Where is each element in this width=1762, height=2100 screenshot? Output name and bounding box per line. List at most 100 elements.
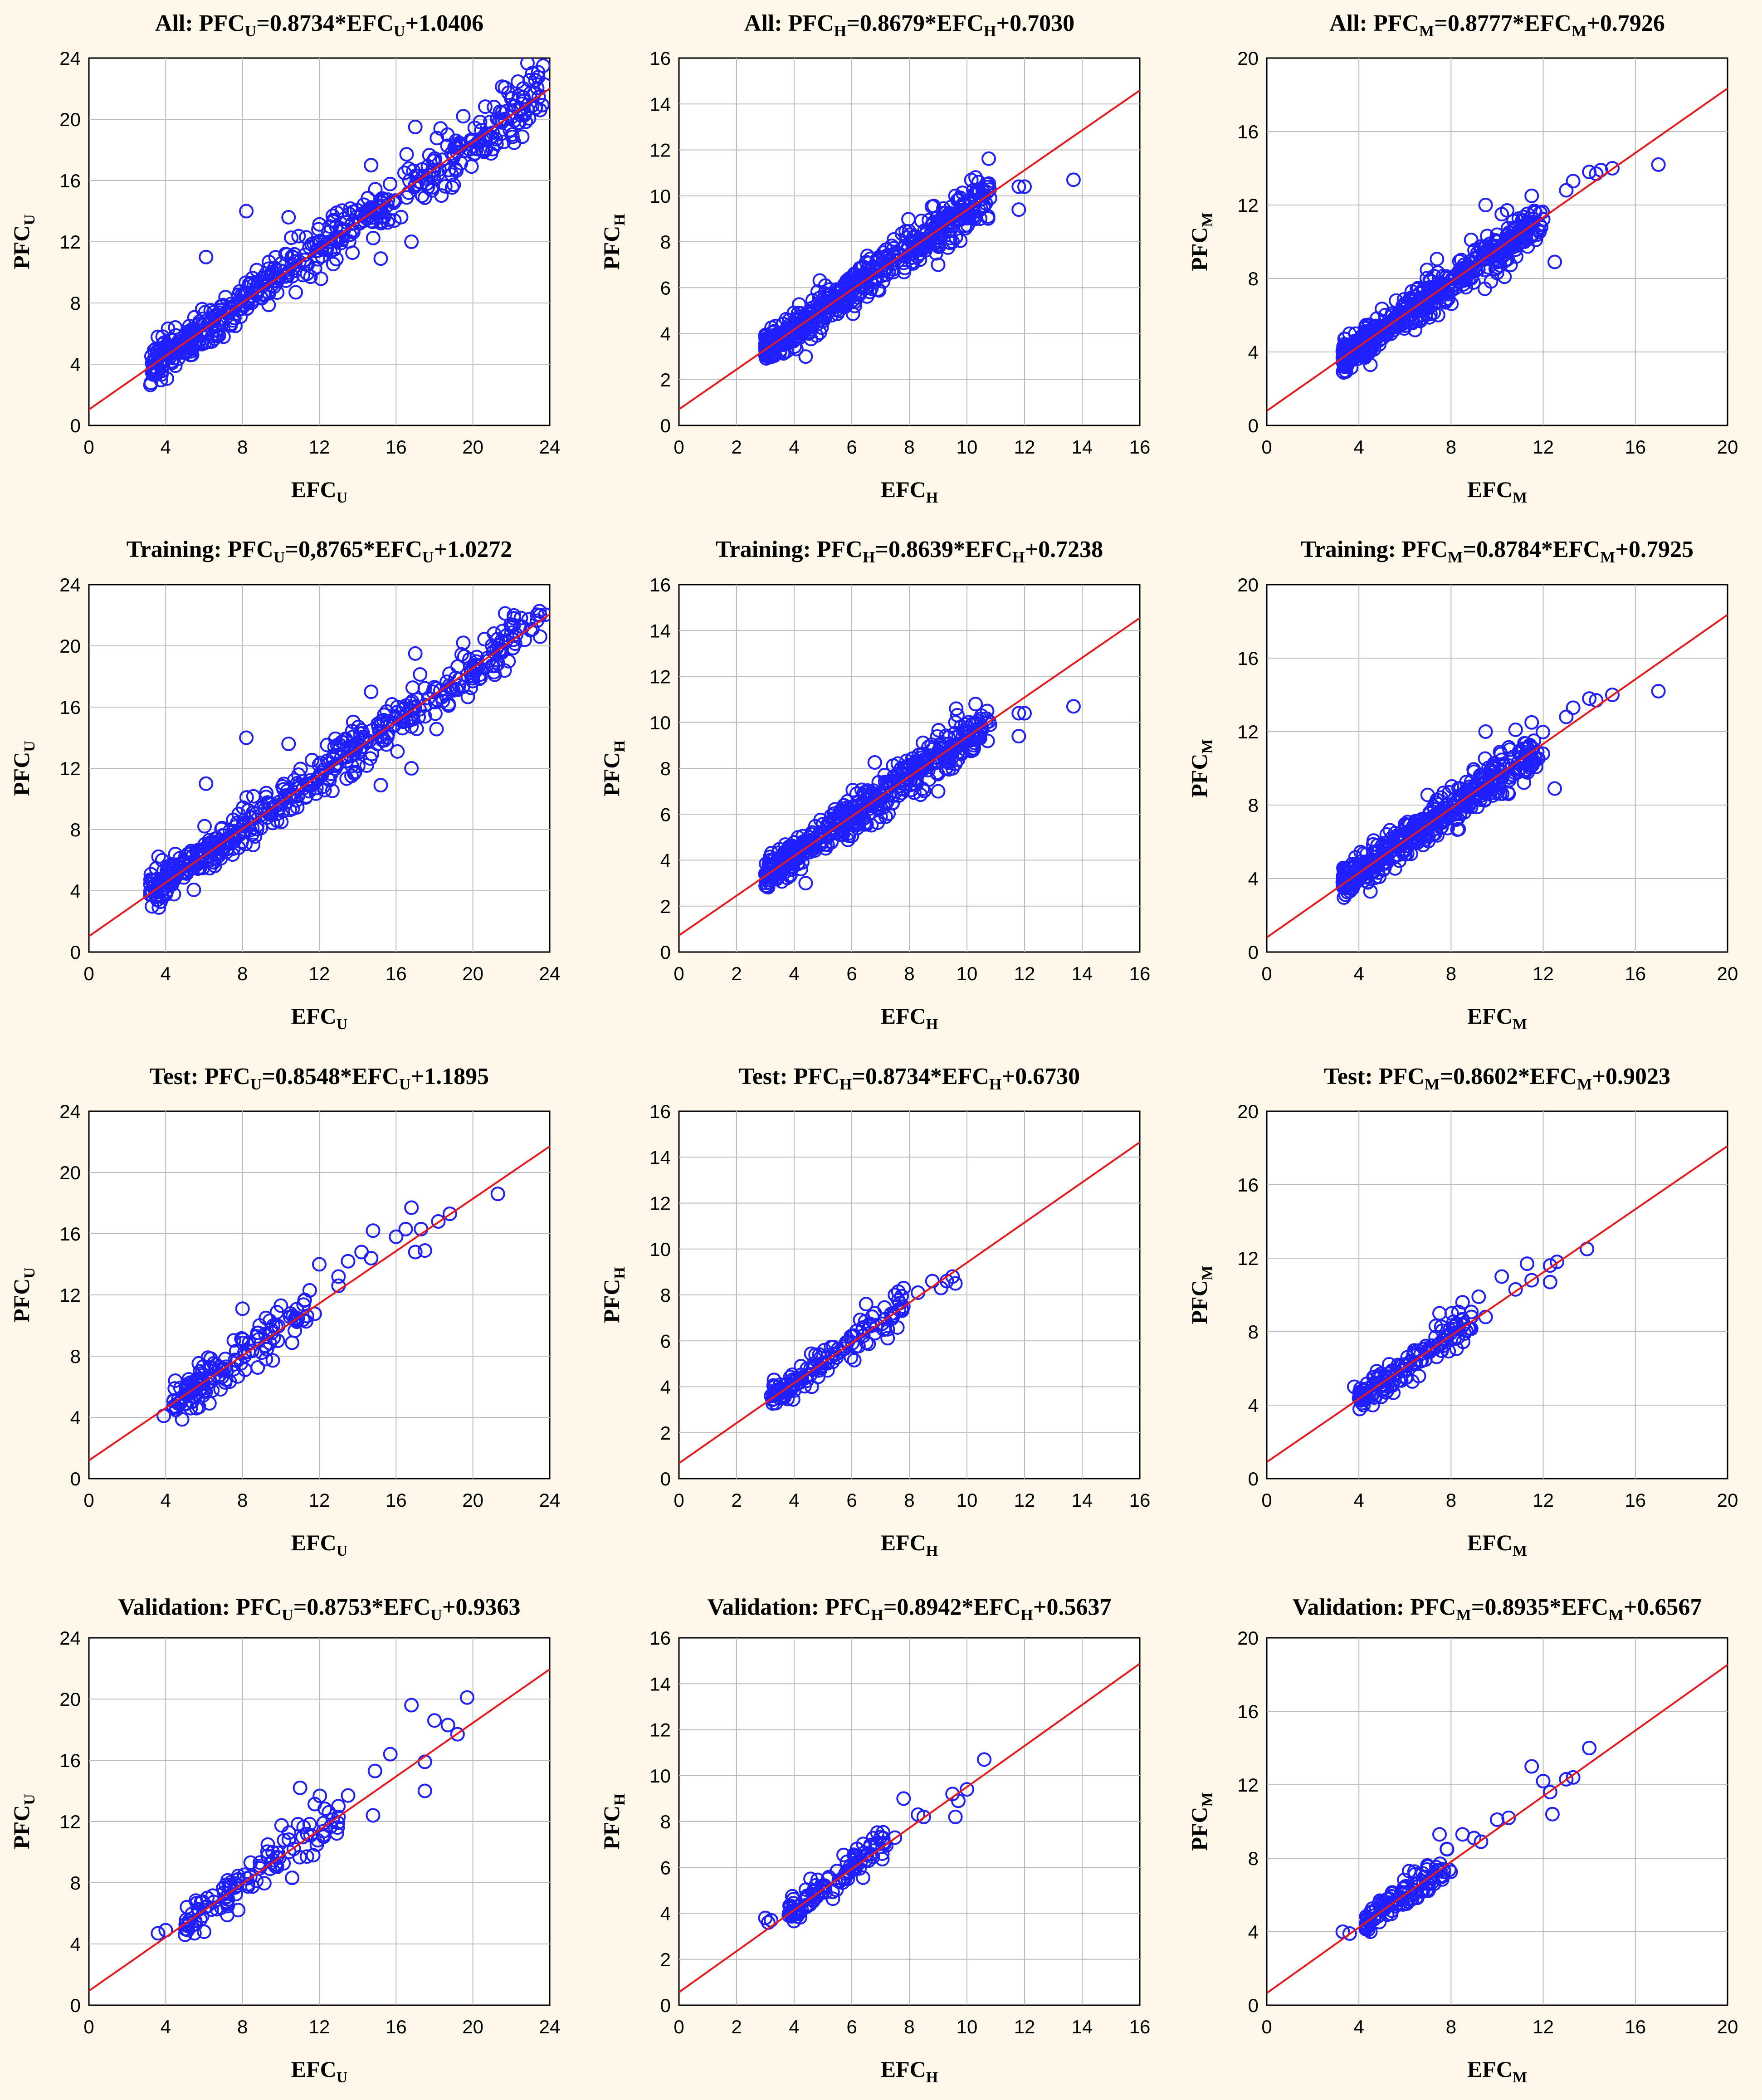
data-point: [413, 667, 428, 682]
data-point: [1403, 1892, 1418, 1907]
data-point: [197, 819, 212, 834]
data-point: [797, 1379, 812, 1394]
data-point: [373, 200, 388, 215]
data-point: [1406, 314, 1420, 329]
data-point: [1011, 179, 1026, 194]
regression-line: [1267, 614, 1728, 938]
panel-test-m: Test: PFCM=0.8602*EFCM+0.9023 0 4 8 12 16 20 0 4…: [1186, 1064, 1738, 1559]
data-point: [460, 689, 475, 704]
regression-line: [89, 613, 550, 937]
data-point: [353, 214, 368, 229]
x-tick-label: 24: [539, 436, 561, 458]
data-point: [320, 737, 335, 752]
data-point: [496, 134, 511, 149]
panel-test-h: Test: PFCH=0.8734*EFCH+0.6730 0 2 4 6 8 10 12 14…: [599, 1064, 1150, 1559]
data-point: [867, 1306, 882, 1321]
data-point: [155, 337, 170, 352]
x-tick-label: 4: [1354, 963, 1364, 984]
x-tick-label: 0: [1261, 963, 1272, 984]
regression-line: [679, 89, 1140, 410]
data-point: [329, 1826, 344, 1841]
panel-title: All: PFCU=0.8734*EFCU+1.0406: [155, 10, 483, 40]
data-point: [1347, 1379, 1362, 1394]
data-point: [370, 737, 385, 752]
data-point: [495, 624, 510, 639]
data-point: [274, 1818, 289, 1833]
y-tick-label: 14: [649, 1673, 671, 1695]
regression-line: [1267, 1664, 1728, 1994]
x-tick-label: 2: [731, 2016, 742, 2037]
y-tick-label: 6: [660, 277, 671, 298]
x-tick-label: 0: [674, 1490, 684, 1511]
data-point: [495, 79, 510, 94]
data-point: [1385, 1376, 1400, 1391]
data-point: [847, 298, 862, 313]
data-point: [944, 751, 959, 766]
y-tick-label: 4: [70, 1934, 81, 1955]
data-point: [311, 243, 326, 258]
x-tick-label: 8: [1446, 963, 1456, 984]
data-point: [1559, 183, 1574, 198]
data-point: [798, 876, 813, 891]
data-point: [1489, 234, 1504, 249]
data-point: [1566, 700, 1581, 715]
data-point: [532, 103, 547, 117]
data-point: [1500, 785, 1515, 800]
data-point: [1414, 822, 1429, 837]
data-point: [373, 251, 388, 266]
x-tick-label: 12: [1533, 436, 1554, 458]
y-tick-label: 4: [1248, 342, 1259, 363]
x-tick-label: 12: [1014, 2016, 1035, 2037]
data-point: [183, 1401, 198, 1416]
y-tick-label: 10: [649, 1765, 671, 1787]
data-point: [1392, 829, 1407, 844]
data-point: [377, 708, 392, 723]
y-axis-label: PFCM: [1186, 739, 1216, 797]
data-point: [1513, 234, 1528, 249]
y-tick-label: 2: [660, 369, 671, 391]
x-axis-label: EFCU: [291, 1003, 348, 1033]
data-point: [245, 805, 260, 820]
data-point: [1494, 1269, 1509, 1284]
data-point: [766, 1372, 781, 1387]
data-point: [758, 866, 773, 881]
data-point: [517, 632, 532, 647]
data-point: [1363, 357, 1378, 372]
y-tick-label: 16: [649, 48, 671, 69]
data-point: [143, 867, 158, 882]
data-point: [512, 88, 527, 103]
data-point: [1524, 188, 1539, 203]
x-tick-label: 16: [1625, 436, 1646, 458]
data-point: [1651, 684, 1666, 698]
data-point: [184, 846, 199, 861]
panel-title: All: PFCH=0.8679*EFCH+0.7030: [744, 10, 1074, 40]
data-point: [948, 715, 963, 730]
data-point: [149, 889, 164, 904]
points-group: [1347, 1241, 1595, 1416]
data-point: [254, 801, 268, 816]
data-point: [1017, 179, 1032, 194]
data-point: [234, 835, 249, 850]
data-point: [1559, 709, 1574, 724]
data-point: [1520, 765, 1535, 780]
data-point: [151, 1926, 166, 1941]
y-tick-label: 12: [649, 140, 671, 161]
data-point: [870, 815, 885, 830]
data-point: [264, 267, 278, 282]
x-axis-label: EFCM: [1467, 477, 1527, 506]
data-point: [151, 849, 166, 864]
data-point: [472, 671, 487, 686]
data-point: [1436, 806, 1451, 821]
data-point: [307, 261, 322, 276]
data-point: [216, 329, 231, 344]
y-tick-label: 8: [1248, 1848, 1259, 1869]
data-point: [935, 211, 950, 226]
data-point: [1474, 1834, 1489, 1849]
points-group: [1335, 684, 1666, 905]
data-point: [288, 1323, 303, 1338]
data-point: [915, 781, 930, 796]
y-tick-label: 4: [70, 1407, 81, 1428]
plot-area: [1266, 1110, 1728, 1480]
x-tick-label: 4: [161, 2016, 171, 2037]
